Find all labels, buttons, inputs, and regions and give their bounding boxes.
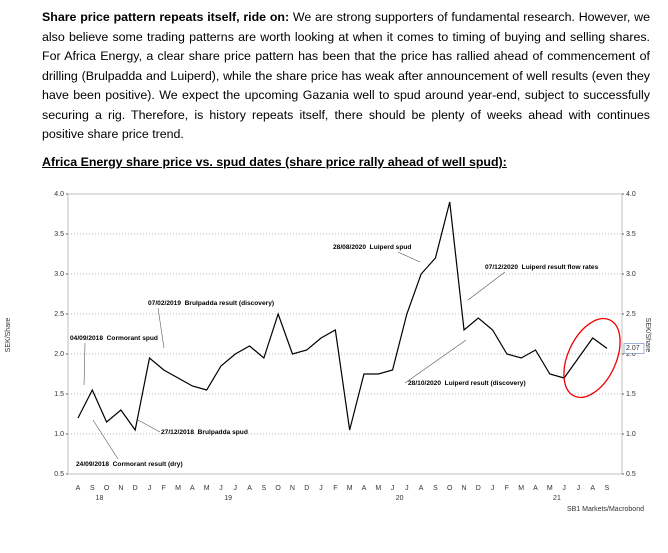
x-tick-label: M xyxy=(518,485,524,492)
annotation: 28/08/2020 Luiperd spud xyxy=(333,244,411,251)
x-tick-label: A xyxy=(419,485,424,492)
y-tick-label: 1.0 xyxy=(54,431,64,438)
x-tick-label: J xyxy=(148,485,152,492)
annotation-pointer xyxy=(404,339,467,384)
last-value-label: 2.07 xyxy=(626,345,640,352)
lead: Share price pattern repeats itself, ride… xyxy=(42,10,290,24)
y2-tick-label: 4.0 xyxy=(626,191,636,198)
highlight xyxy=(563,317,621,399)
x-tick-label: M xyxy=(175,485,181,492)
x-tick-label: N xyxy=(118,485,123,492)
x-tick-label: J xyxy=(319,485,323,492)
year-label: 18 xyxy=(96,495,104,502)
x-tick-label: A xyxy=(247,485,252,492)
x-tick-label: D xyxy=(133,485,138,492)
x-tick-label: O xyxy=(275,485,281,492)
x-tick-label: F xyxy=(333,485,337,492)
x-tick-label: J xyxy=(577,485,581,492)
x-tick-label: J xyxy=(219,485,223,492)
annotation: 07/12/2020 Luiperd result flow rates xyxy=(485,264,599,271)
annotation-pointer xyxy=(137,419,161,433)
y-tick-label: 1.5 xyxy=(54,391,64,398)
year-label: 21 xyxy=(553,495,561,502)
y2-tick-label: 3.5 xyxy=(626,231,636,238)
x-tick-label: O xyxy=(104,485,110,492)
x-tick-label: N xyxy=(290,485,295,492)
x-tick-label: A xyxy=(362,485,367,492)
x-tick-label: M xyxy=(347,485,353,492)
y2-tick-label: 2.0 xyxy=(626,351,636,358)
annotation: 24/09/2018 Cormorant result (dry) xyxy=(76,461,183,468)
x-tick-label: M xyxy=(547,485,553,492)
x-tick-label: O xyxy=(447,485,453,492)
last-value-box xyxy=(623,343,645,354)
annotation-pointer xyxy=(467,271,506,301)
annotation: 28/10/2020 Luiperd result (discovery) xyxy=(408,380,526,387)
annotation: 27/12/2018 Brulpadda spud xyxy=(161,429,248,436)
annotation: 07/02/2019 Brulpadda result (discovery) xyxy=(148,300,274,307)
x-tick-label: S xyxy=(433,485,438,492)
source: SB1 Markets/Macrobond xyxy=(567,506,644,513)
x-tick-label: N xyxy=(461,485,466,492)
x-tick-label: S xyxy=(262,485,267,492)
paragraph: Share price pattern repeats itself, ride… xyxy=(42,8,650,145)
y-tick-label: 3.0 xyxy=(54,271,64,278)
y-tick-label: 0.5 xyxy=(54,471,64,478)
price-line xyxy=(77,201,608,432)
y2-tick-label: 1.0 xyxy=(626,431,636,438)
year-label: 19 xyxy=(224,495,232,502)
x-tick-label: J xyxy=(491,485,495,492)
x-tick-label: J xyxy=(234,485,238,492)
x-tick-label: S xyxy=(605,485,610,492)
y2-tick-label: 3.0 xyxy=(626,271,636,278)
x-tick-label: S xyxy=(90,485,95,492)
y-tick-label: 3.5 xyxy=(54,231,64,238)
annotation-pointer xyxy=(397,251,421,263)
x-tick-label: F xyxy=(505,485,509,492)
annotation-pointer xyxy=(157,307,165,349)
y2-tick-label: 0.5 xyxy=(626,471,636,478)
y-tick-label: 4.0 xyxy=(54,191,64,198)
year-label: 20 xyxy=(396,495,404,502)
x-tick-label: A xyxy=(76,485,81,492)
y2-axis-label: SEK/Share xyxy=(644,318,651,353)
y-tick-label: 2.0 xyxy=(54,351,64,358)
y-axis-label: SEK/Share xyxy=(5,318,12,353)
x-tick-label: M xyxy=(204,485,210,492)
x-tick-label: D xyxy=(304,485,309,492)
x-tick-label: A xyxy=(190,485,195,492)
y2-tick-label: 1.5 xyxy=(626,391,636,398)
x-tick-label: A xyxy=(533,485,538,492)
chart-heading: Africa Energy share price vs. spud dates… xyxy=(42,155,507,169)
x-tick-label: M xyxy=(375,485,381,492)
y2-tick-label: 2.5 xyxy=(626,311,636,318)
x-tick-label: A xyxy=(590,485,595,492)
body-text: We are strong supporters of fundamental … xyxy=(42,10,650,141)
annotation: 04/09/2018 Cormorant spud xyxy=(70,335,158,342)
x-tick-label: F xyxy=(162,485,166,492)
y-tick-label: 2.5 xyxy=(54,311,64,318)
x-tick-label: J xyxy=(562,485,566,492)
x-tick-label: J xyxy=(391,485,395,492)
annotation-pointer xyxy=(92,419,119,460)
annotation-pointer xyxy=(83,342,86,386)
x-tick-label: D xyxy=(476,485,481,492)
x-tick-label: J xyxy=(405,485,409,492)
